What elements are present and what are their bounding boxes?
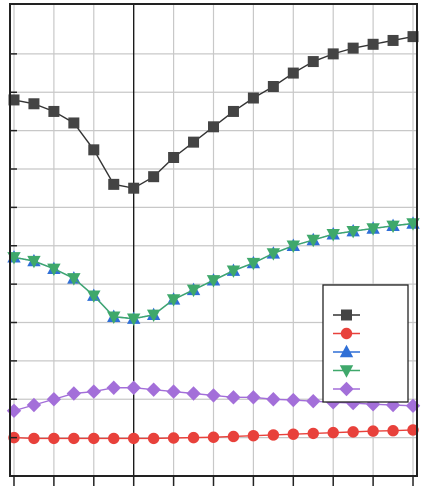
legend-item-5 bbox=[333, 381, 360, 397]
data-point bbox=[287, 67, 299, 79]
data-point bbox=[148, 171, 160, 183]
data-point bbox=[227, 430, 240, 443]
data-point bbox=[167, 432, 180, 444]
legend-box bbox=[322, 284, 409, 403]
data-point bbox=[307, 56, 319, 68]
data-point bbox=[208, 121, 219, 133]
data-point bbox=[347, 42, 359, 54]
data-point bbox=[267, 429, 280, 441]
data-point bbox=[28, 432, 40, 445]
data-point bbox=[168, 151, 180, 163]
legend-item-3 bbox=[333, 344, 360, 358]
legend-marker bbox=[339, 365, 354, 378]
data-point bbox=[247, 92, 259, 104]
data-point bbox=[306, 393, 321, 409]
data-point bbox=[207, 431, 220, 443]
data-point bbox=[8, 94, 20, 106]
data-point bbox=[386, 220, 400, 234]
data-point bbox=[108, 178, 120, 190]
data-point bbox=[47, 263, 61, 276]
data-point bbox=[186, 386, 201, 401]
legend-marker bbox=[339, 344, 354, 358]
data-point bbox=[226, 390, 241, 405]
data-point bbox=[227, 105, 239, 117]
data-point bbox=[68, 432, 80, 445]
legend-item-4 bbox=[333, 365, 360, 378]
data-point bbox=[128, 182, 140, 194]
data-point bbox=[407, 424, 419, 436]
data-point bbox=[387, 425, 399, 437]
data-point bbox=[146, 382, 161, 397]
data-point bbox=[206, 275, 221, 288]
data-point bbox=[247, 430, 260, 442]
data-point bbox=[146, 309, 161, 323]
axis-ticks bbox=[10, 53, 414, 486]
data-point bbox=[88, 144, 100, 156]
data-point bbox=[267, 81, 279, 93]
data-point bbox=[87, 290, 101, 303]
data-point bbox=[366, 223, 380, 236]
data-point bbox=[86, 384, 101, 399]
series-4 bbox=[7, 218, 420, 326]
data-point bbox=[27, 255, 41, 269]
data-point bbox=[186, 284, 201, 298]
data-point bbox=[108, 432, 120, 445]
data-point bbox=[246, 257, 261, 271]
data-point bbox=[46, 392, 62, 407]
data-point bbox=[327, 48, 339, 60]
data-point bbox=[286, 240, 301, 253]
data-point bbox=[48, 432, 60, 445]
legend-marker bbox=[339, 381, 354, 397]
data-point bbox=[387, 34, 399, 46]
data-point bbox=[188, 136, 200, 148]
data-point bbox=[126, 380, 141, 395]
data-point bbox=[367, 38, 379, 50]
legend bbox=[322, 284, 409, 403]
data-point bbox=[246, 390, 261, 405]
data-point bbox=[26, 397, 42, 413]
data-point bbox=[407, 31, 419, 43]
data-point bbox=[66, 386, 82, 401]
data-point bbox=[126, 313, 141, 326]
data-point bbox=[346, 225, 360, 239]
data-point bbox=[367, 425, 379, 437]
data-point bbox=[107, 311, 121, 324]
legend-item-2 bbox=[333, 327, 360, 340]
data-point bbox=[287, 428, 300, 440]
data-point bbox=[266, 392, 281, 407]
data-point bbox=[326, 229, 340, 242]
data-point bbox=[327, 426, 339, 439]
data-point bbox=[106, 380, 121, 395]
data-point bbox=[28, 98, 40, 110]
legend-marker bbox=[340, 327, 353, 340]
legend-item-1 bbox=[333, 309, 360, 321]
data-point bbox=[166, 384, 181, 399]
data-point bbox=[88, 432, 100, 445]
data-point bbox=[226, 265, 241, 278]
data-point bbox=[166, 294, 181, 307]
data-point bbox=[48, 105, 60, 117]
data-point bbox=[68, 117, 80, 129]
data-point bbox=[187, 431, 200, 444]
series-2 bbox=[8, 424, 419, 445]
data-point bbox=[6, 403, 22, 418]
data-point bbox=[306, 234, 320, 248]
data-point bbox=[347, 426, 359, 438]
data-point bbox=[67, 273, 81, 286]
series-1 bbox=[8, 31, 419, 194]
data-point bbox=[206, 388, 221, 403]
data-point bbox=[286, 392, 301, 408]
data-point bbox=[147, 432, 160, 445]
data-point bbox=[127, 432, 140, 445]
data-point bbox=[307, 427, 319, 440]
legend-marker bbox=[341, 309, 352, 321]
data-point bbox=[266, 248, 281, 261]
